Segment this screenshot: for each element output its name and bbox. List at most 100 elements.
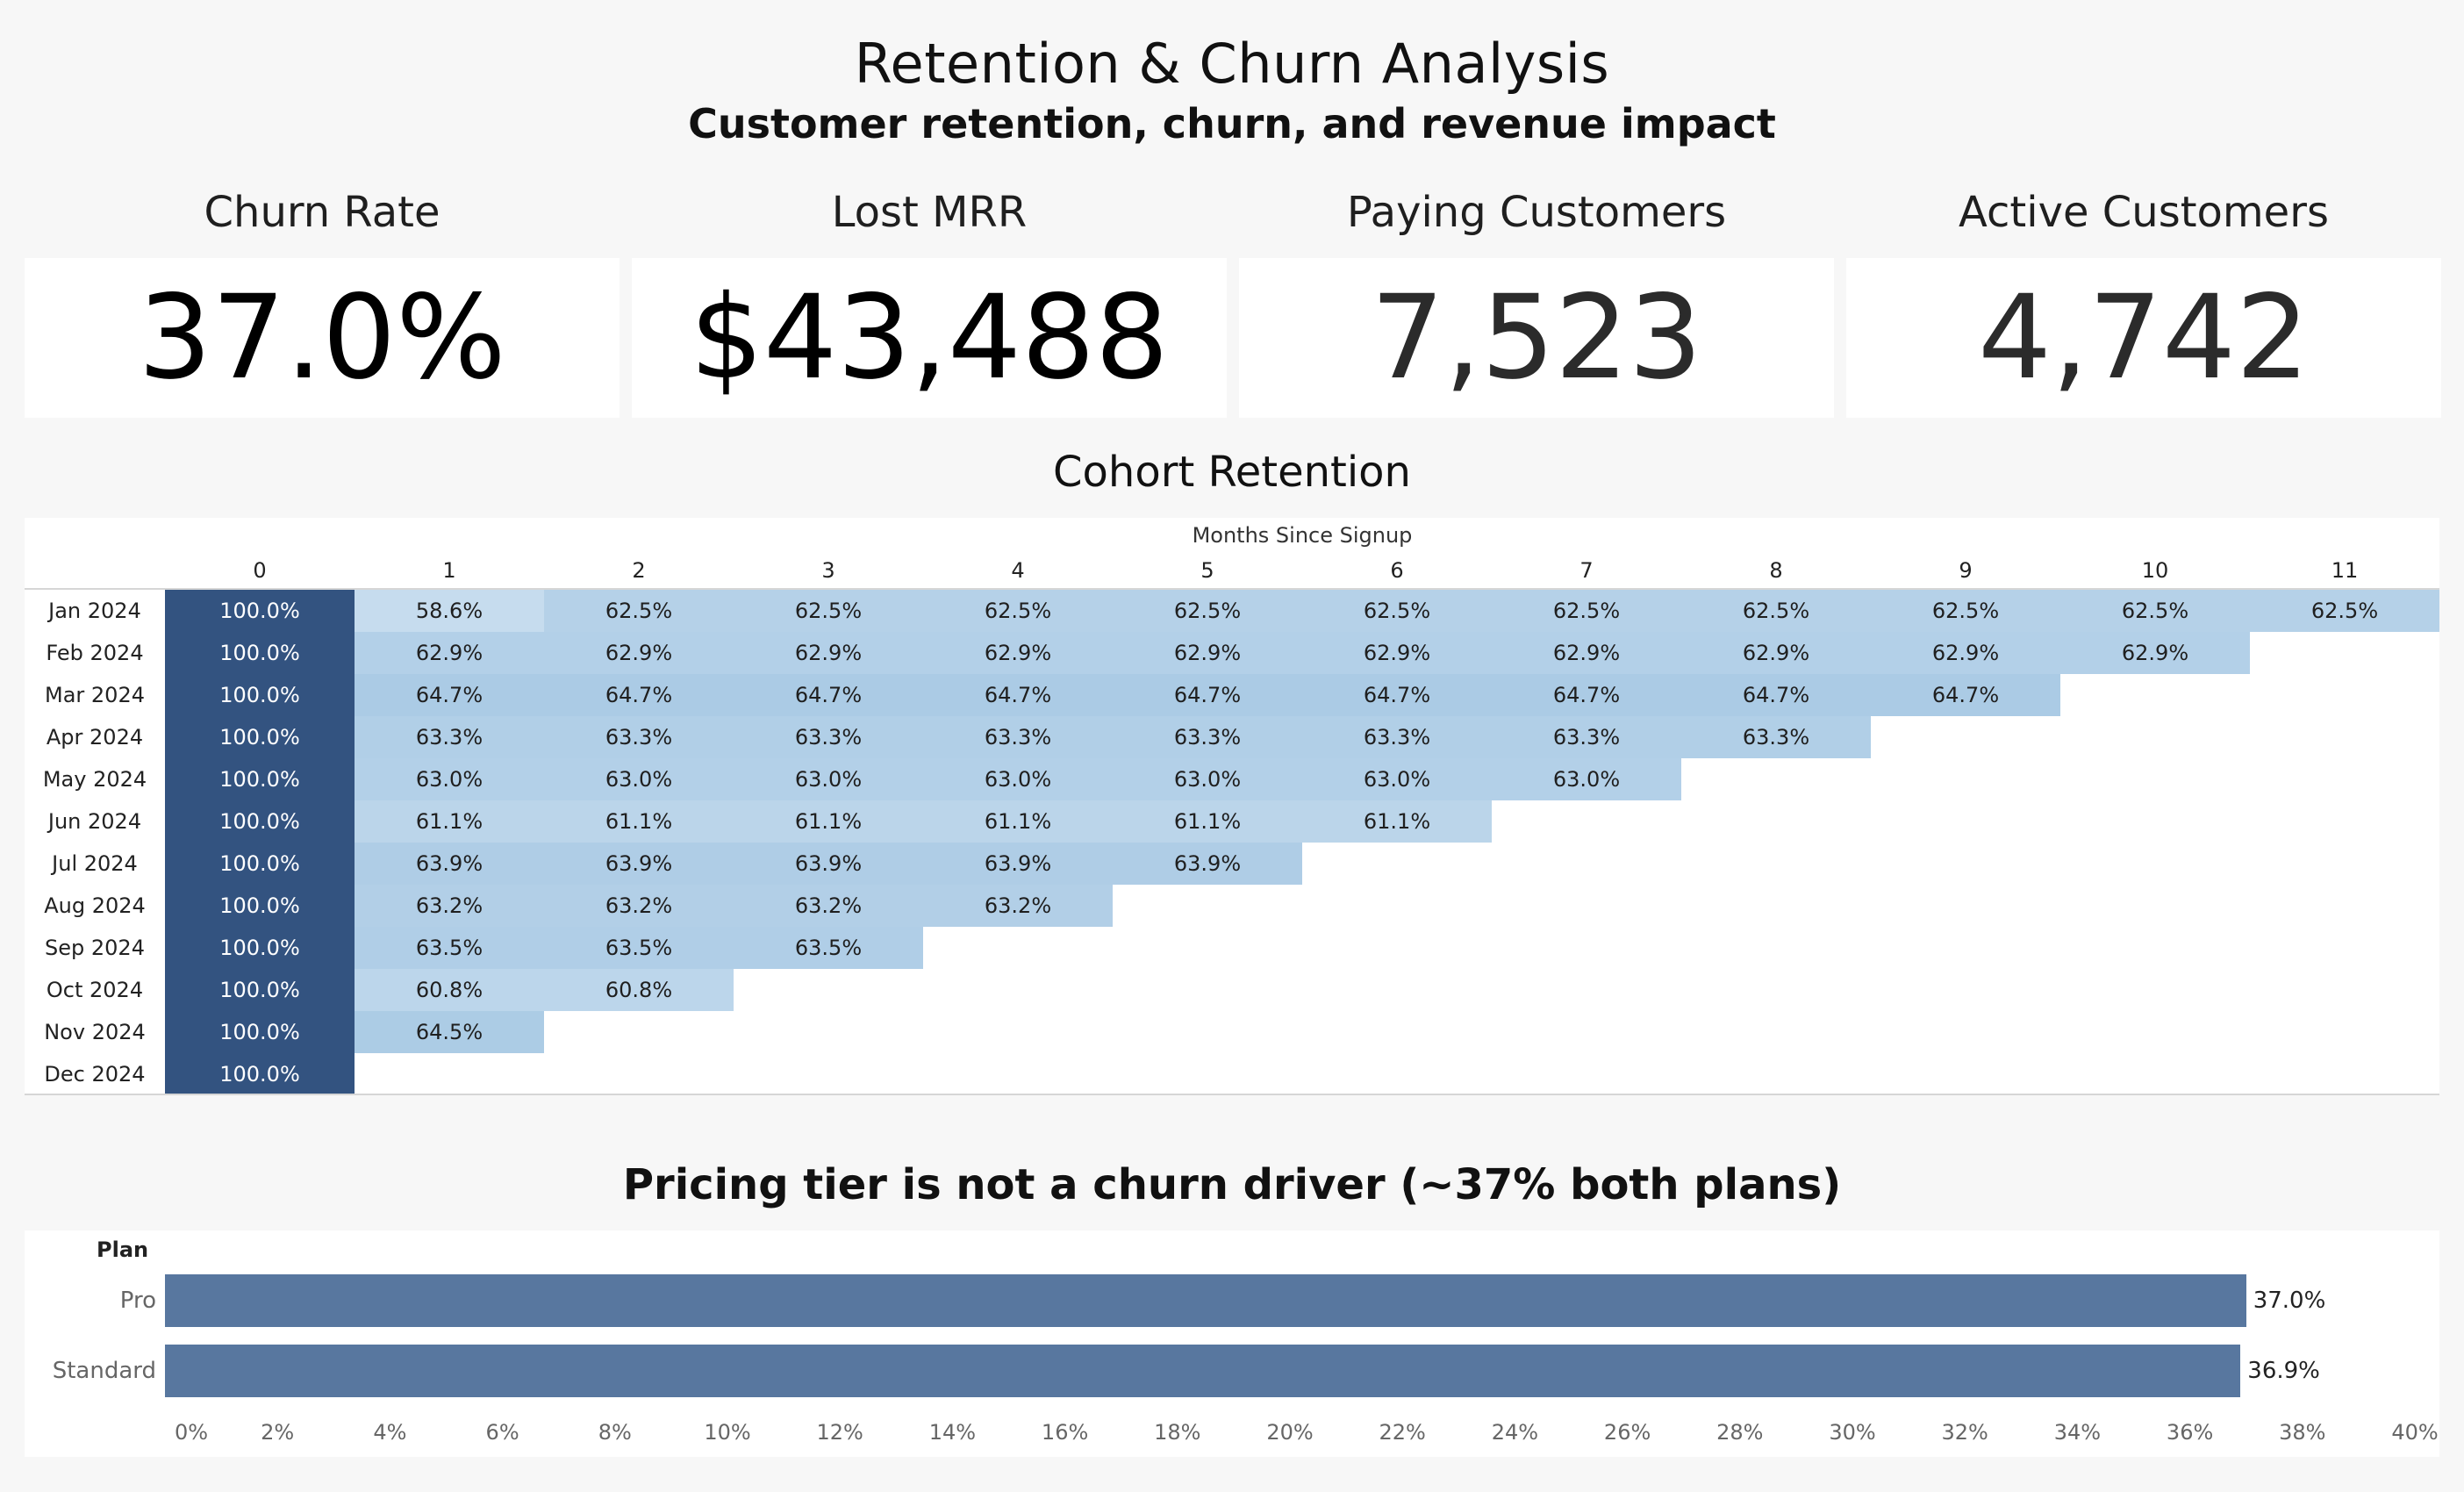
heatmap-cell: 58.6% (355, 590, 544, 632)
heatmap-cell: 63.9% (544, 843, 734, 885)
heatmap-cell: 60.8% (544, 969, 734, 1011)
heatmap-cell: 61.1% (355, 800, 544, 843)
bar-data-label: 36.9% (2247, 1358, 2320, 1384)
kpi-label-churn-rate: Churn Rate (204, 188, 441, 237)
heatmap-cell: 100.0% (165, 1011, 355, 1053)
heatmap-row-label: May 2024 (42, 767, 147, 792)
heatmap-cell: 63.3% (1681, 716, 1871, 758)
heatmap-row-label: Dec 2024 (44, 1062, 146, 1087)
heatmap-cell: 64.7% (1871, 674, 2060, 716)
heatmap-cell: 62.5% (1681, 590, 1871, 632)
heatmap-col-header: 11 (2331, 558, 2359, 583)
heatmap-cell: 100.0% (165, 969, 355, 1011)
heatmap-cell: 100.0% (165, 590, 355, 632)
heatmap-row-label: Nov 2024 (44, 1020, 146, 1044)
heatmap-cell: 100.0% (165, 758, 355, 800)
heatmap-row-label: Mar 2024 (45, 683, 145, 707)
heatmap-cell: 62.9% (923, 632, 1113, 674)
heatmap-cell: 63.0% (734, 758, 923, 800)
heatmap-cell: 63.3% (1302, 716, 1492, 758)
heatmap-cell: 64.7% (923, 674, 1113, 716)
heatmap-cell: 62.5% (1113, 590, 1302, 632)
heatmap-col-header: 3 (821, 558, 835, 583)
bar-x-tick-label: 6% (485, 1420, 519, 1445)
heatmap-cell: 63.3% (544, 716, 734, 758)
bar-x-tick-label: 2% (261, 1420, 295, 1445)
bar-x-tick-label: 30% (1829, 1420, 1876, 1445)
bar-x-tick-label: 16% (1041, 1420, 1089, 1445)
heatmap-cell: 63.5% (355, 927, 544, 969)
dashboard-subtitle: Customer retention, churn, and revenue i… (688, 100, 1776, 147)
heatmap-col-header: 10 (2141, 558, 2169, 583)
kpi-value-active-customers: 4,742 (1978, 270, 2310, 405)
heatmap-col-header: 5 (1200, 558, 1214, 583)
heatmap-cell: 62.5% (544, 590, 734, 632)
bar-x-tick-label: 32% (1941, 1420, 1988, 1445)
heatmap-bottom-divider (25, 1094, 2439, 1095)
heatmap-row-label: Feb 2024 (46, 641, 144, 665)
heatmap-row-label: Jan 2024 (48, 599, 141, 623)
heatmap-cell: 62.9% (1871, 632, 2060, 674)
heatmap-cell: 62.9% (1681, 632, 1871, 674)
heatmap-cell: 63.9% (355, 843, 544, 885)
bar-x-tick-label: 22% (1379, 1420, 1426, 1445)
heatmap-cell: 64.7% (1302, 674, 1492, 716)
heatmap-cell: 62.9% (1302, 632, 1492, 674)
heatmap-cell: 62.5% (923, 590, 1113, 632)
heatmap-cell: 100.0% (165, 843, 355, 885)
heatmap-cell: 64.7% (1681, 674, 1871, 716)
bar-x-tick-label: 4% (373, 1420, 407, 1445)
bar-category-label: Standard (52, 1358, 156, 1384)
bar-x-tick-label: 40% (2391, 1420, 2439, 1445)
heatmap-row-label: Sep 2024 (45, 936, 145, 960)
heatmap-col-header: 8 (1769, 558, 1783, 583)
heatmap-cell: 63.0% (923, 758, 1113, 800)
kpi-label-lost-mrr: Lost MRR (831, 188, 1028, 237)
bar-x-tick-label: 26% (1603, 1420, 1651, 1445)
bar-x-tick-label: 10% (704, 1420, 751, 1445)
heatmap-cell: 63.0% (355, 758, 544, 800)
bar-x-tick-label: 28% (1716, 1420, 1764, 1445)
heatmap-row-label: Apr 2024 (46, 725, 144, 750)
kpi-card-churn-rate: 37.0% (25, 258, 620, 418)
heatmap-cell: 63.0% (1302, 758, 1492, 800)
heatmap-cell: 63.0% (1492, 758, 1681, 800)
heatmap-cell: 64.7% (544, 674, 734, 716)
heatmap-cell: 63.3% (734, 716, 923, 758)
heatmap-cell: 63.5% (734, 927, 923, 969)
bar-x-tick-label: 0% (174, 1420, 209, 1445)
heatmap-cell: 63.5% (544, 927, 734, 969)
heatmap-cell: 64.5% (355, 1011, 544, 1053)
kpi-value-lost-mrr: $43,488 (690, 270, 1169, 405)
heatmap-x-axis-title: Months Since Signup (1192, 523, 1413, 548)
heatmap-cell: 63.2% (355, 885, 544, 927)
heatmap-cell: 62.5% (1492, 590, 1681, 632)
heatmap-cell: 61.1% (923, 800, 1113, 843)
heatmap-cell: 100.0% (165, 1053, 355, 1095)
heatmap-cell: 64.7% (734, 674, 923, 716)
bar-x-tick-label: 34% (2053, 1420, 2102, 1445)
bar-data-label: 37.0% (2253, 1288, 2326, 1314)
heatmap-cell: 63.2% (734, 885, 923, 927)
heatmap-col-header: 2 (632, 558, 646, 583)
cohort-retention-title: Cohort Retention (1053, 448, 1411, 497)
heatmap-row-label: Oct 2024 (46, 978, 144, 1002)
heatmap-col-header: 6 (1390, 558, 1404, 583)
bar-y-axis-title: Plan (97, 1237, 149, 1262)
heatmap-cell: 60.8% (355, 969, 544, 1011)
heatmap-cell: 61.1% (1113, 800, 1302, 843)
heatmap-col-header: 9 (1959, 558, 1973, 583)
heatmap-row-label: Jun 2024 (47, 809, 142, 834)
heatmap-cell: 62.5% (2250, 590, 2439, 632)
heatmap-row-label: Jul 2024 (52, 851, 138, 876)
bar-x-tick-label: 18% (1154, 1420, 1201, 1445)
heatmap-col-header: 7 (1579, 558, 1594, 583)
heatmap-cell: 62.5% (1871, 590, 2060, 632)
heatmap-cell: 62.9% (355, 632, 544, 674)
heatmap-cell: 62.5% (2060, 590, 2250, 632)
heatmap-cell: 100.0% (165, 927, 355, 969)
heatmap-cell: 63.2% (923, 885, 1113, 927)
kpi-label-active-customers: Active Customers (1959, 188, 2329, 237)
heatmap-header-divider (25, 588, 2439, 590)
heatmap-cell: 63.9% (1113, 843, 1302, 885)
